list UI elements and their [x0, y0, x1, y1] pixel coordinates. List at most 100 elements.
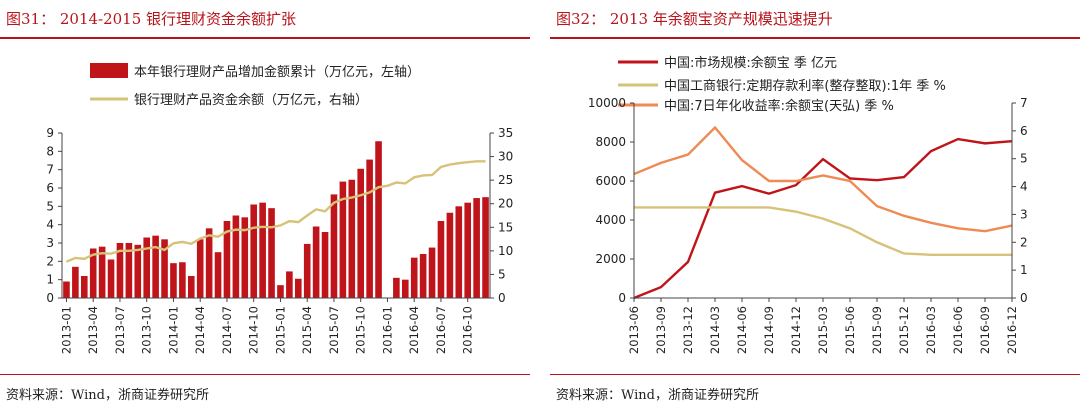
x-label-8: 2015-06 — [843, 306, 857, 354]
y-right-label-0: 0 — [1020, 291, 1028, 305]
bar-10 — [152, 235, 159, 298]
x-label-7: 2014-10 — [247, 306, 261, 354]
legend-label-bar: 本年银行理财产品增加金额累计（万亿元，左轴） — [134, 64, 420, 80]
series-line-balance — [65, 160, 486, 263]
bar-29 — [321, 232, 329, 298]
y-left-label-2000: 2000 — [595, 252, 626, 266]
bar-8 — [134, 244, 142, 298]
y-right-label-4: 4 — [1020, 180, 1028, 194]
y-left-label-8: 8 — [46, 144, 54, 158]
bar-24 — [277, 285, 284, 298]
bar-35 — [375, 141, 382, 298]
y-right-label-0: 0 — [498, 291, 506, 305]
bar-3 — [89, 248, 97, 298]
y-right-label-1: 1 — [1020, 263, 1028, 277]
bar-37 — [393, 277, 400, 298]
x-label-5: 2014-09 — [762, 306, 776, 354]
bar-12 — [170, 263, 177, 298]
x-label-1: 2013-04 — [86, 306, 100, 354]
figure-32-title: 图32： 2013 年余额宝资产规模迅速提升 — [556, 10, 833, 28]
bar-22 — [259, 202, 266, 298]
bar-33 — [357, 168, 365, 298]
x-label-10: 2015-07 — [327, 306, 341, 354]
figure-32-source-rule — [550, 374, 1080, 375]
x-label-14: 2016-07 — [434, 306, 448, 354]
figure-31-title-rule — [0, 37, 530, 39]
y-left-label-10000: 10000 — [588, 96, 626, 110]
y-left-label-9: 9 — [46, 126, 54, 140]
bar-38 — [401, 279, 409, 298]
legend-swatch-bar — [90, 63, 128, 78]
bar-34 — [366, 159, 373, 298]
y-right-label-30: 30 — [498, 150, 513, 164]
y-left-label-6: 6 — [46, 181, 54, 195]
y-right-label-5: 5 — [498, 267, 506, 281]
y-left-label-2: 2 — [46, 254, 54, 268]
y-left-label-7: 7 — [46, 163, 54, 177]
x-label-15: 2016-10 — [461, 306, 475, 354]
bar-44 — [455, 206, 463, 298]
bar-39 — [410, 257, 418, 298]
y-left-label-0: 0 — [618, 291, 626, 305]
bar-47 — [482, 197, 489, 298]
y-right-label-7: 7 — [1020, 96, 1028, 110]
x-label-9: 2015-04 — [300, 306, 314, 354]
figure-31-source-rule — [0, 374, 530, 375]
figure-31-source: 资料来源：Wind，浙商证券研究所 — [6, 388, 209, 403]
y-left-label-4000: 4000 — [595, 213, 626, 227]
bar-31 — [339, 181, 347, 298]
x-label-12: 2016-06 — [951, 306, 965, 354]
x-label-3: 2013-10 — [140, 306, 154, 354]
bar-0 — [63, 281, 70, 298]
y-right-label-2: 2 — [1020, 235, 1028, 249]
bar-15 — [196, 239, 204, 298]
y-right-label-3: 3 — [1020, 207, 1028, 221]
figure-32-title-rule — [550, 37, 1080, 39]
x-label-6: 2014-12 — [789, 306, 803, 354]
y-left-label-8000: 8000 — [595, 135, 626, 149]
bar-2 — [80, 276, 88, 298]
bar-21 — [250, 204, 258, 298]
y-left-label-6000: 6000 — [595, 174, 626, 188]
y-right-label-35: 35 — [498, 126, 513, 140]
bar-7 — [125, 243, 133, 298]
bar-28 — [312, 226, 320, 298]
bar-11 — [161, 239, 168, 298]
x-label-14: 2016-12 — [1005, 306, 1019, 354]
bar-6 — [116, 243, 124, 298]
bar-9 — [143, 237, 151, 298]
series-line-2 — [633, 125, 1013, 233]
bar-25 — [286, 271, 293, 298]
bar-17 — [214, 252, 222, 298]
legend-label-line: 银行理财产品资金余额（万亿元，右轴） — [134, 92, 368, 108]
legend-label-0: 中国:市场规模:余额宝 季 亿元 — [664, 55, 837, 71]
bar-40 — [419, 254, 427, 298]
legend-label-2: 中国:7日年化收益率:余额宝(天弘) 季 % — [664, 98, 894, 114]
y-left-label-5: 5 — [46, 199, 54, 213]
x-label-4: 2014-01 — [166, 306, 180, 354]
x-label-7: 2015-03 — [816, 306, 830, 354]
x-label-6: 2014-07 — [220, 306, 234, 354]
x-label-10: 2015-12 — [897, 306, 911, 354]
bar-20 — [241, 217, 249, 298]
x-label-8: 2015-01 — [273, 306, 287, 354]
bar-5 — [107, 259, 115, 298]
x-label-12: 2016-01 — [380, 306, 394, 354]
y-right-label-6: 6 — [1020, 124, 1028, 138]
figure-32-source: 资料来源：Wind，浙商证券研究所 — [556, 388, 759, 403]
chart-31: 本年银行理财产品增加金额累计（万亿元，左轴） 银行理财产品资金余额（万亿元，右轴）… — [46, 63, 513, 354]
x-label-3: 2014-03 — [708, 306, 722, 354]
y-left-label-4: 4 — [46, 218, 54, 232]
legend-label-1: 中国工商银行:定期存款利率(整存整取):1年 季 % — [664, 78, 946, 94]
x-label-0: 2013-01 — [59, 306, 73, 354]
y-right-label-20: 20 — [498, 197, 513, 211]
figure-32: 图32： 2013 年余额宝资产规模迅速提升 中国:市场规模:余额宝 季 亿元中… — [550, 0, 1080, 417]
bar-1 — [72, 266, 79, 298]
bar-42 — [437, 221, 445, 298]
y-right-label-10: 10 — [498, 244, 513, 258]
bar-45 — [464, 202, 472, 298]
bar-18 — [223, 221, 231, 298]
x-label-4: 2014-06 — [735, 306, 749, 354]
x-label-13: 2016-09 — [978, 306, 992, 354]
